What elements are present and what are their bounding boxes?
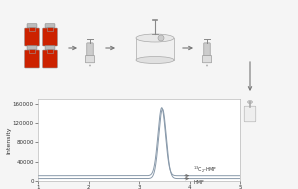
FancyBboxPatch shape <box>45 24 55 28</box>
FancyBboxPatch shape <box>43 50 58 68</box>
Bar <box>136 38 174 60</box>
Bar <box>29 48 35 53</box>
FancyBboxPatch shape <box>27 24 37 28</box>
Text: $^{13}$C$_2$-HMF: $^{13}$C$_2$-HMF <box>193 165 218 175</box>
Y-axis label: Intensity: Intensity <box>7 126 11 154</box>
Text: HMF: HMF <box>193 180 204 184</box>
Circle shape <box>158 35 164 41</box>
Ellipse shape <box>136 34 174 42</box>
FancyBboxPatch shape <box>204 43 210 57</box>
FancyBboxPatch shape <box>244 106 256 122</box>
FancyBboxPatch shape <box>202 56 212 63</box>
Ellipse shape <box>136 57 174 64</box>
Ellipse shape <box>248 101 252 104</box>
FancyBboxPatch shape <box>27 46 37 50</box>
FancyBboxPatch shape <box>86 56 94 63</box>
FancyBboxPatch shape <box>24 50 40 68</box>
FancyBboxPatch shape <box>87 43 93 57</box>
FancyBboxPatch shape <box>43 28 58 46</box>
Bar <box>47 48 53 53</box>
Bar <box>47 26 53 31</box>
FancyBboxPatch shape <box>24 28 40 46</box>
FancyBboxPatch shape <box>45 46 55 50</box>
Bar <box>29 26 35 31</box>
